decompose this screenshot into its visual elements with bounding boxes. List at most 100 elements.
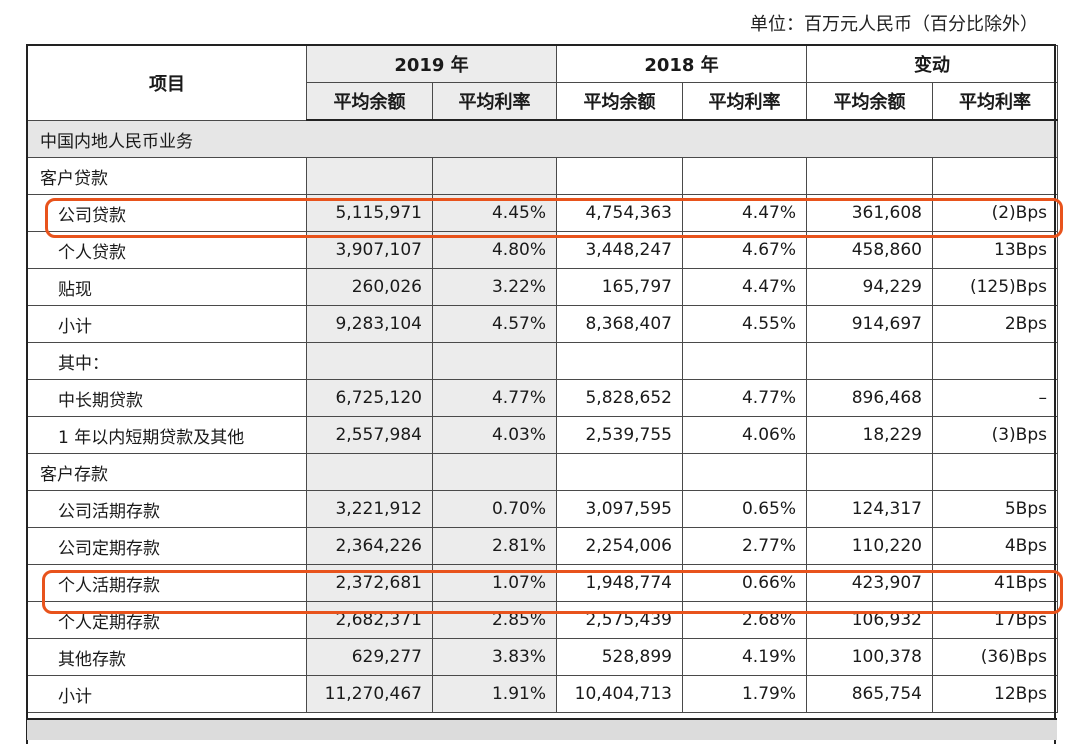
table-cell: 528,899	[556, 638, 683, 676]
table-row: 小计 11,270,467 1.91% 10,404,713 1.79% 865,754 1…	[27, 675, 1058, 713]
table-row: 个人贷款 3,907,107 4.80% 3,448,247 4.67% 458,860 1…	[27, 231, 1058, 269]
row-label: 其中：	[27, 342, 307, 380]
table-cell: 1.91%	[432, 675, 557, 713]
table-footer-band	[27, 718, 1057, 740]
table-row: 个人活期存款 2,372,681 1.07% 1,948,774 0.66% 423,90…	[27, 564, 1058, 602]
table-cell: 914,697	[806, 305, 933, 343]
table-cell: 5Bps	[932, 490, 1058, 528]
subheader: 平均余额	[556, 82, 683, 121]
row-label: 公司贷款	[27, 194, 307, 232]
subheader: 平均利率	[932, 82, 1058, 121]
row-label: 公司活期存款	[27, 490, 307, 528]
table-cell: (2)Bps	[932, 194, 1058, 232]
table-row: 小计 9,283,104 4.57% 8,368,407 4.55% 914,697 2Bp…	[27, 305, 1058, 343]
table-cell	[306, 453, 433, 491]
table-cell: 0.66%	[682, 564, 807, 602]
subheader: 平均利率	[432, 82, 557, 121]
table-cell: 17Bps	[932, 601, 1058, 639]
table-cell: 41Bps	[932, 564, 1058, 602]
table-cell	[556, 157, 683, 195]
table-cell: 4.45%	[432, 194, 557, 232]
table-cell: 2,682,371	[306, 601, 433, 639]
table-cell	[556, 453, 683, 491]
table-cell: 106,932	[806, 601, 933, 639]
table-cell	[806, 453, 933, 491]
table-cell	[306, 342, 433, 380]
header-year-2019: 2019 年	[306, 45, 557, 83]
row-label: 客户存款	[27, 453, 307, 491]
table-row: 中国内地人民币业务	[27, 119, 1058, 158]
row-label: 小计	[27, 305, 307, 343]
table-cell: 3,221,912	[306, 490, 433, 528]
table-cell: 1,948,774	[556, 564, 683, 602]
header-year-2018: 2018 年	[556, 45, 807, 83]
table-cell: 1.07%	[432, 564, 557, 602]
table-cell: 4.06%	[682, 416, 807, 454]
table-cell: 12Bps	[932, 675, 1058, 713]
table-cell: 2.68%	[682, 601, 807, 639]
table-row: 客户存款	[27, 453, 1058, 491]
table-cell: 100,378	[806, 638, 933, 676]
table-cell: 4.57%	[432, 305, 557, 343]
table-cell: 13Bps	[932, 231, 1058, 269]
table-cell: 865,754	[806, 675, 933, 713]
subheader: 平均利率	[682, 82, 807, 121]
table-row: 公司活期存款 3,221,912 0.70% 3,097,595 0.65% 124,31…	[27, 490, 1058, 528]
table-cell: 8,368,407	[556, 305, 683, 343]
table-cell: –	[932, 379, 1058, 417]
table-cell	[432, 157, 557, 195]
financial-table: 项目 2019 年 2018 年 变动 平均余额 平均利率 平均余额 平均利率 …	[27, 45, 1058, 713]
table-cell: 4.19%	[682, 638, 807, 676]
table-cell: 2,372,681	[306, 564, 433, 602]
table-cell	[556, 342, 683, 380]
table-cell: 4.67%	[682, 231, 807, 269]
header-change: 变动	[806, 45, 1058, 83]
table-row: 其他存款 629,277 3.83% 528,899 4.19% 100,378 (36)B…	[27, 638, 1058, 676]
table-cell: 124,317	[806, 490, 933, 528]
table-cell: 4.47%	[682, 194, 807, 232]
row-label: 贴现	[27, 268, 307, 306]
table-cell: 9,283,104	[306, 305, 433, 343]
table-cell: 165,797	[556, 268, 683, 306]
table-cell: 2.77%	[682, 527, 807, 565]
table-cell	[682, 453, 807, 491]
table-cell: 629,277	[306, 638, 433, 676]
table-row: 公司贷款 5,115,971 4.45% 4,754,363 4.47% 361,608(…	[27, 194, 1058, 232]
table-cell: 2.85%	[432, 601, 557, 639]
table-cell: 0.65%	[682, 490, 807, 528]
row-label: 个人贷款	[27, 231, 307, 269]
table-cell	[432, 453, 557, 491]
table-body: 中国内地人民币业务 客户贷款 公司贷款 5,115,971 4.45% 4,754,363…	[27, 119, 1058, 713]
table-cell	[682, 157, 807, 195]
table-cell: 4Bps	[932, 527, 1058, 565]
table-row: 其中：	[27, 342, 1058, 380]
table-cell: 94,229	[806, 268, 933, 306]
table-cell: 3.83%	[432, 638, 557, 676]
table-cell	[806, 342, 933, 380]
row-label: 个人活期存款	[27, 564, 307, 602]
table-cell: (3)Bps	[932, 416, 1058, 454]
table-cell: 11,270,467	[306, 675, 433, 713]
row-label: 中长期贷款	[27, 379, 307, 417]
table-cell: 2Bps	[932, 305, 1058, 343]
row-label: 客户贷款	[27, 157, 307, 195]
table-cell: 4,754,363	[556, 194, 683, 232]
table-row: 公司定期存款 2,364,226 2.81% 2,254,006 2.77% 110,22…	[27, 527, 1058, 565]
table-cell: 5,828,652	[556, 379, 683, 417]
table-cell: 2,575,439	[556, 601, 683, 639]
table-row: 贴现 260,026 3.22% 165,797 4.47% 94,229 (125)Bps	[27, 268, 1058, 306]
table-cell: 1.79%	[682, 675, 807, 713]
table-cell: 361,608	[806, 194, 933, 232]
subheader: 平均余额	[306, 82, 433, 121]
table-cell: (36)Bps	[932, 638, 1058, 676]
table-cell: 5,115,971	[306, 194, 433, 232]
table-cell: 4.55%	[682, 305, 807, 343]
table-cell: 2,254,006	[556, 527, 683, 565]
table-cell: 4.77%	[682, 379, 807, 417]
table-row: 中长期贷款 6,725,120 4.77% 5,828,652 4.77% 896,468…	[27, 379, 1058, 417]
table-cell: 3,907,107	[306, 231, 433, 269]
table-cell	[932, 342, 1058, 380]
table-cell: 260,026	[306, 268, 433, 306]
table-cell: 458,860	[806, 231, 933, 269]
table-cell: 4.80%	[432, 231, 557, 269]
